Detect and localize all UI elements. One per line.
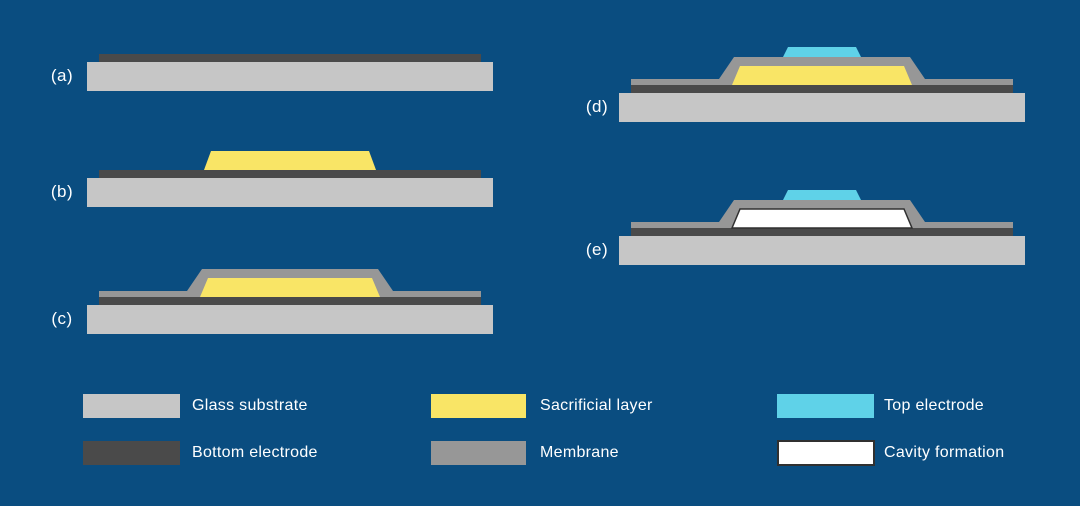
legend-label-sacrificial-layer: Sacrificial layer — [540, 397, 653, 414]
swatch-rect — [83, 441, 180, 465]
sacrificial-layer-swatch — [431, 394, 526, 418]
bottom-electrode-layer — [631, 85, 1013, 93]
panel-e-label: (e) — [585, 240, 609, 259]
legend-label-cavity-formation: Cavity formation — [884, 444, 1005, 461]
membrane-swatch — [431, 441, 526, 465]
panel-c-label: (c) — [51, 309, 73, 328]
swatch-rect — [431, 441, 526, 465]
swatch-rect — [777, 394, 874, 418]
legend-label-membrane: Membrane — [540, 444, 619, 461]
top-electrode-layer — [783, 190, 861, 200]
panel-a-cross-section — [87, 54, 493, 91]
legend-label-bottom-electrode: Bottom electrode — [192, 444, 318, 461]
glass-substrate-layer — [619, 236, 1025, 265]
swatch-rect — [83, 394, 180, 418]
swatch-rect — [431, 394, 526, 418]
bottom-electrode-layer — [631, 228, 1013, 236]
glass-substrate-layer — [619, 93, 1025, 122]
top-electrode-swatch — [777, 394, 874, 418]
sacrificial-layer — [204, 151, 376, 170]
swatch-rect — [777, 440, 875, 466]
legend-label-glass-substrate: Glass substrate — [192, 397, 308, 414]
panel-b-cross-section — [87, 151, 493, 207]
panel-a-label: (a) — [50, 66, 74, 85]
glass-substrate-layer — [87, 178, 493, 207]
panel-c-cross-section — [87, 269, 493, 334]
cavity-formation-swatch — [777, 440, 875, 466]
panel-d-cross-section — [619, 47, 1025, 122]
glass-substrate-layer — [87, 305, 493, 334]
top-electrode-layer — [783, 47, 861, 57]
bottom-electrode-layer — [99, 54, 481, 62]
panel-d-label: (d) — [585, 97, 609, 116]
panel-b-label: (b) — [50, 182, 74, 201]
sacrificial-layer — [200, 278, 380, 297]
bottom-electrode-layer — [99, 297, 481, 305]
panel-e-cross-section — [619, 190, 1025, 265]
cavity-layer — [730, 208, 914, 229]
legend-label-top-electrode: Top electrode — [884, 397, 984, 414]
bottom-electrode-swatch — [83, 441, 180, 465]
bottom-electrode-layer — [99, 170, 481, 178]
sacrificial-layer — [732, 66, 912, 85]
glass-substrate-swatch — [83, 394, 180, 418]
glass-substrate-layer — [87, 62, 493, 91]
